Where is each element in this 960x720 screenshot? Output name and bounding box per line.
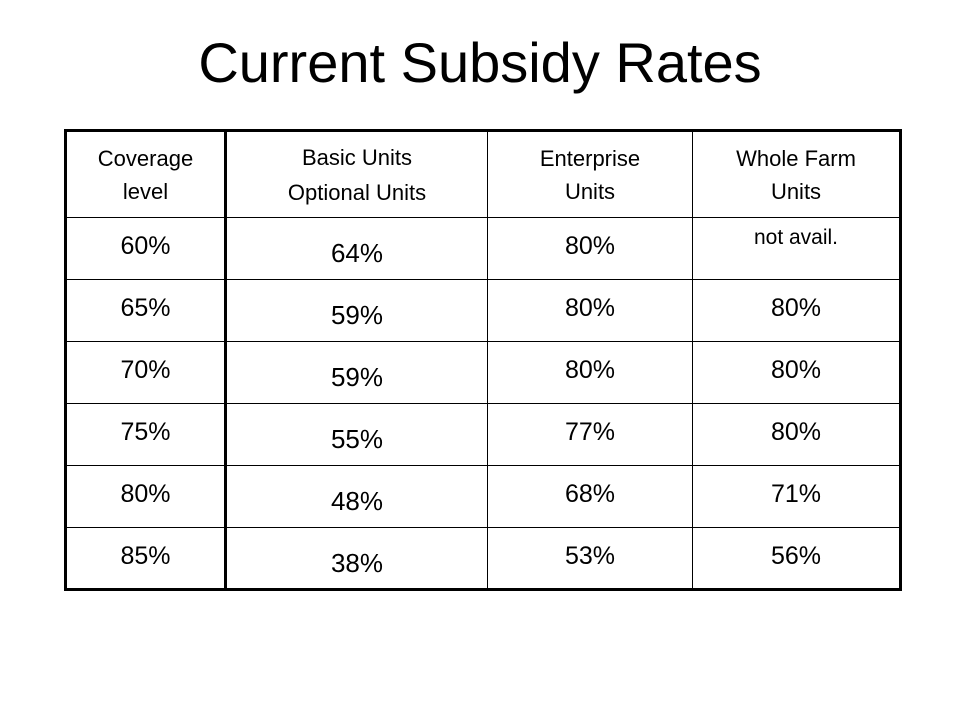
table-row: 80% 48% 68% 71% bbox=[64, 465, 902, 528]
cell-whole-farm-units: 56% bbox=[692, 527, 902, 591]
cell-enterprise-units: 77% bbox=[487, 403, 693, 466]
cell-whole-farm-units: 71% bbox=[692, 465, 902, 528]
table-row: 75% 55% 77% 80% bbox=[64, 403, 902, 466]
cell-basic-units: 38% bbox=[225, 527, 488, 591]
header-coverage-line-1: Coverage bbox=[97, 145, 194, 171]
slide-title: Current Subsidy Rates bbox=[198, 31, 762, 94]
cell-whole-farm-units: 80% bbox=[692, 279, 902, 342]
cell-enterprise-units: 80% bbox=[487, 341, 693, 404]
header-coverage-line-2: level bbox=[122, 178, 169, 204]
cell-coverage: 70% bbox=[64, 341, 227, 404]
header-basic-line-2: Optional Units bbox=[287, 179, 427, 205]
cell-basic-units: 55% bbox=[225, 403, 488, 466]
header-whole-farm-line-1: Whole Farm bbox=[736, 145, 856, 171]
cell-whole-farm-units: 80% bbox=[692, 403, 902, 466]
cell-coverage: 65% bbox=[64, 279, 227, 342]
header-whole-farm-units: Whole Farm Units bbox=[692, 129, 902, 218]
cell-basic-units: 64% bbox=[225, 217, 488, 280]
header-whole-farm-line-2: Units bbox=[770, 178, 822, 204]
cell-enterprise-units: 80% bbox=[487, 279, 693, 342]
header-enterprise-line-1: Enterprise bbox=[539, 145, 641, 171]
cell-coverage: 75% bbox=[64, 403, 227, 466]
cell-whole-farm-units: not avail. bbox=[692, 217, 902, 280]
cell-whole-farm-units: 80% bbox=[692, 341, 902, 404]
cell-enterprise-units: 68% bbox=[487, 465, 693, 528]
table-header-row: Coverage level Basic Units Optional Unit… bbox=[64, 129, 902, 218]
header-basic-line-1: Basic Units bbox=[301, 144, 413, 170]
cell-coverage: 85% bbox=[64, 527, 227, 591]
subsidy-rates-table: Coverage level Basic Units Optional Unit… bbox=[64, 129, 902, 591]
table-row: 70% 59% 80% 80% bbox=[64, 341, 902, 404]
table-row: 65% 59% 80% 80% bbox=[64, 279, 902, 342]
cell-coverage: 60% bbox=[64, 217, 227, 280]
header-enterprise-units: Enterprise Units bbox=[487, 129, 693, 218]
cell-basic-units: 59% bbox=[225, 341, 488, 404]
table-row: 85% 38% 53% 56% bbox=[64, 527, 902, 591]
cell-basic-units: 48% bbox=[225, 465, 488, 528]
header-basic-units: Basic Units Optional Units bbox=[225, 129, 488, 218]
header-enterprise-line-2: Units bbox=[564, 178, 616, 204]
cell-coverage: 80% bbox=[64, 465, 227, 528]
cell-enterprise-units: 80% bbox=[487, 217, 693, 280]
table-row: 60% 64% 80% not avail. bbox=[64, 217, 902, 280]
cell-basic-units: 59% bbox=[225, 279, 488, 342]
header-coverage-level: Coverage level bbox=[64, 129, 227, 218]
cell-enterprise-units: 53% bbox=[487, 527, 693, 591]
